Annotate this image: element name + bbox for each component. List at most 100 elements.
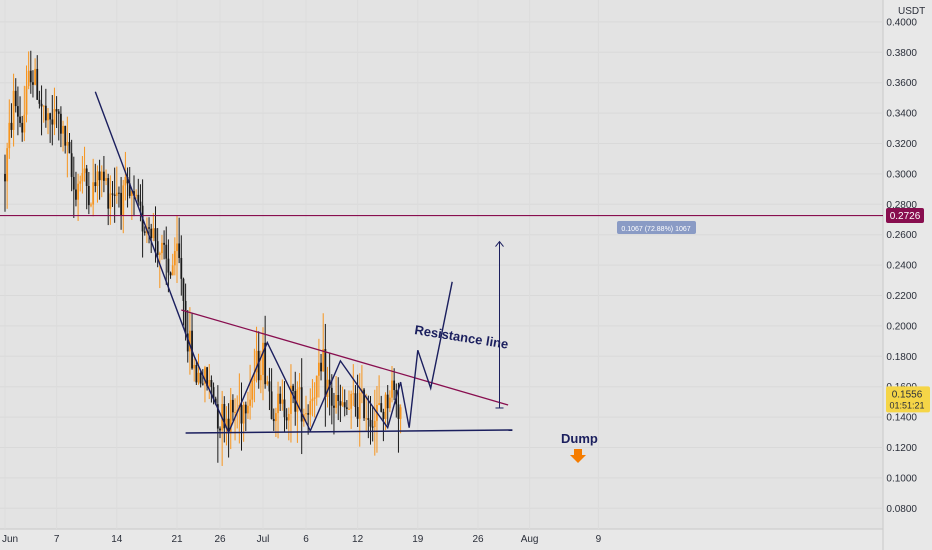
candle-body — [171, 265, 174, 276]
candle-body — [154, 228, 157, 242]
candle-body — [382, 411, 385, 419]
grid — [0, 0, 883, 529]
candle-body — [36, 68, 39, 100]
candle-body — [139, 201, 142, 206]
candle-body — [348, 408, 350, 410]
candle-body — [8, 122, 11, 149]
candle-body — [51, 119, 54, 125]
candle-body — [208, 380, 211, 387]
candle-body — [335, 395, 337, 408]
candle-body — [92, 182, 95, 205]
candle-body — [281, 399, 284, 404]
candle-body — [195, 364, 198, 383]
candle-body — [38, 99, 41, 104]
candle-body — [309, 401, 312, 415]
candle-body — [283, 399, 286, 418]
candle-body — [189, 330, 191, 352]
currency-label: USDT — [898, 6, 925, 17]
candle-body — [275, 413, 277, 422]
current-price-tag-background — [886, 386, 930, 413]
current-price-tag: 0.1556 01:51:21 — [886, 386, 930, 413]
candle-body — [311, 398, 314, 402]
candle-body — [79, 181, 82, 184]
candle-body — [165, 244, 168, 259]
candle-body — [371, 426, 374, 428]
candle-body — [397, 404, 400, 419]
candle-body — [337, 395, 340, 402]
dump-label: Dump — [561, 431, 598, 446]
candle-body — [6, 148, 9, 182]
candle-body — [122, 185, 125, 216]
candle-body — [107, 178, 110, 209]
candle-body — [199, 372, 202, 384]
candle-body — [356, 407, 359, 419]
candle-body — [124, 177, 127, 186]
y-tick-label: 0.3400 — [886, 109, 917, 120]
candle-body — [296, 389, 299, 412]
candle-body — [216, 404, 219, 429]
candle-body — [386, 394, 389, 409]
candle-body — [214, 398, 217, 405]
candle-body — [322, 348, 325, 372]
y-tick-label: 0.1400 — [886, 413, 917, 424]
candle-body — [118, 192, 120, 194]
y-tick-label: 0.3600 — [886, 78, 917, 89]
candle-body — [158, 253, 161, 255]
candle-body — [399, 407, 402, 419]
candle-body — [320, 362, 322, 372]
candle-body — [249, 399, 251, 406]
y-tick-label: 0.1800 — [886, 352, 917, 363]
candle-body — [307, 413, 310, 415]
candle-body — [27, 70, 30, 87]
candle-body — [352, 393, 355, 395]
candle-body — [19, 116, 21, 123]
candle-body — [66, 141, 69, 146]
candle-body — [315, 375, 318, 398]
y-tick-label: 0.3000 — [886, 169, 917, 180]
candle-body — [17, 106, 19, 117]
candle-body — [53, 109, 56, 125]
candle-body — [204, 367, 206, 384]
candle-body — [244, 404, 247, 414]
candle-body — [378, 403, 380, 405]
candle-body — [4, 173, 6, 182]
x-tick-label: Jul — [257, 534, 270, 545]
candle-body — [100, 171, 103, 181]
candle-body — [126, 177, 129, 184]
overlays — [0, 91, 883, 435]
candle-body — [135, 194, 138, 196]
candle-body — [148, 227, 150, 229]
candle-body — [23, 114, 26, 133]
candle-body — [98, 171, 101, 181]
candle-body — [182, 278, 185, 301]
candle-body — [75, 189, 77, 200]
candle-body — [253, 372, 256, 381]
resistance-tag-value: 0.2726 — [890, 211, 921, 222]
candle-body — [300, 387, 303, 422]
candle-body — [373, 420, 376, 428]
candle-body — [363, 389, 365, 419]
candle-body — [324, 348, 327, 397]
candle-body — [197, 372, 200, 383]
candle-body — [277, 393, 279, 414]
candle-body — [42, 105, 45, 107]
candle-body — [184, 300, 187, 334]
y-tick-label: 0.2000 — [886, 321, 917, 332]
measure-label: 0.1067 (72.88%) 1067 — [617, 221, 696, 234]
candle-body — [305, 413, 307, 415]
candle-body — [96, 171, 99, 187]
candle-body — [47, 113, 49, 121]
candle-body — [120, 192, 122, 216]
time-axis-panel — [0, 529, 883, 550]
candle-body — [333, 405, 335, 408]
candle-body — [298, 387, 301, 390]
candle-body — [350, 393, 353, 409]
candle-body — [287, 413, 290, 421]
candle-body — [257, 350, 260, 381]
candle-body — [251, 380, 254, 400]
candle-body — [115, 192, 118, 196]
candle-body — [240, 405, 243, 424]
